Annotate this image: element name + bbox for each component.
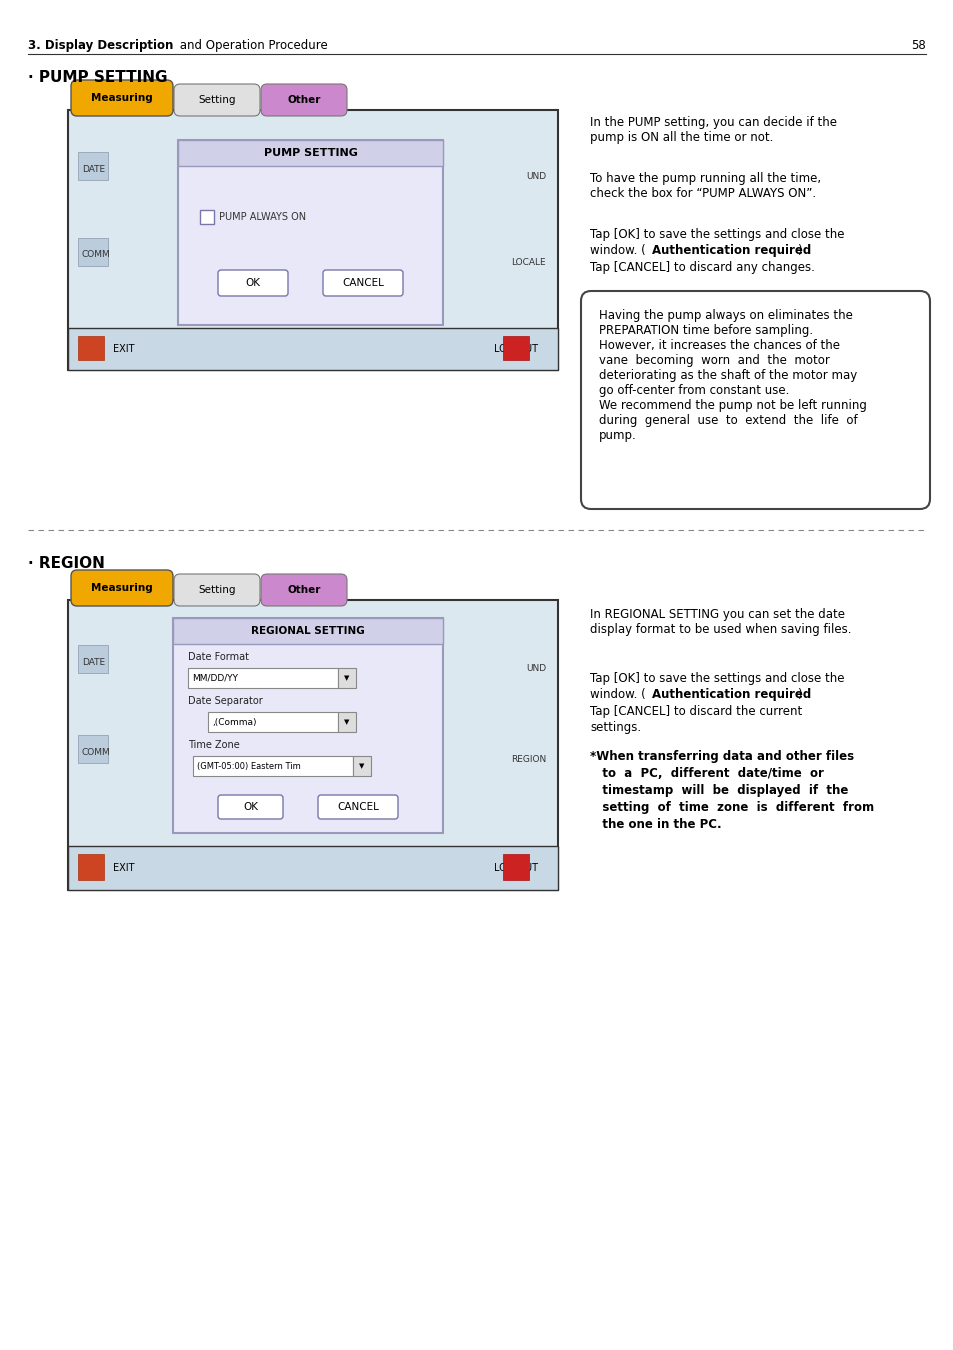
Text: In the PUMP setting, you can decide if the
pump is ON all the time or not.: In the PUMP setting, you can decide if t… — [589, 116, 836, 144]
Bar — [188, 668, 337, 688]
Bar — [193, 756, 353, 776]
Bar — [78, 336, 104, 360]
Text: EXIT: EXIT — [112, 344, 134, 354]
Bar — [337, 711, 355, 732]
Bar — [68, 109, 558, 370]
Bar — [337, 668, 355, 688]
Text: LOG OUT: LOG OUT — [494, 344, 537, 354]
Text: In REGIONAL SETTING you can set the date
display format to be used when saving f: In REGIONAL SETTING you can set the date… — [589, 608, 851, 636]
Text: PUMP ALWAYS ON: PUMP ALWAYS ON — [219, 212, 306, 221]
Bar — [68, 328, 558, 370]
Text: Measuring: Measuring — [91, 583, 152, 593]
Bar — [178, 140, 442, 166]
Text: Other: Other — [287, 585, 320, 595]
Text: COMM: COMM — [82, 748, 111, 757]
Text: the one in the PC.: the one in the PC. — [589, 818, 720, 832]
Text: ): ) — [796, 688, 801, 701]
Text: Having the pump always on eliminates the
PREPARATION time before sampling.
Howev: Having the pump always on eliminates the… — [598, 309, 866, 441]
Text: window. (: window. ( — [589, 244, 645, 256]
Text: DATE: DATE — [82, 165, 105, 174]
Bar — [502, 336, 529, 360]
Text: EXIT: EXIT — [112, 863, 134, 873]
Text: ▼: ▼ — [359, 763, 364, 769]
Text: window. (: window. ( — [589, 688, 645, 701]
Bar — [353, 756, 371, 776]
FancyBboxPatch shape — [218, 270, 288, 296]
Text: 58: 58 — [910, 39, 925, 53]
Text: PUMP SETTING: PUMP SETTING — [263, 148, 357, 158]
Text: *When transferring data and other files: *When transferring data and other files — [589, 751, 853, 763]
FancyBboxPatch shape — [580, 292, 929, 509]
Text: timestamp  will  be  displayed  if  the: timestamp will be displayed if the — [589, 784, 847, 796]
Text: COMM: COMM — [82, 250, 111, 259]
Bar — [78, 238, 108, 266]
FancyBboxPatch shape — [173, 84, 260, 116]
Text: Tap [OK] to save the settings and close the: Tap [OK] to save the settings and close … — [589, 228, 843, 242]
Text: ▼: ▼ — [344, 720, 350, 725]
Bar — [68, 846, 558, 890]
Bar — [78, 153, 108, 180]
Text: Other: Other — [287, 95, 320, 105]
FancyBboxPatch shape — [323, 270, 402, 296]
Text: REGION: REGION — [510, 755, 545, 764]
Text: Authentication required: Authentication required — [651, 688, 810, 701]
Text: 3. Display Description: 3. Display Description — [28, 39, 173, 53]
Text: ): ) — [796, 244, 801, 256]
FancyBboxPatch shape — [261, 574, 347, 606]
Bar — [78, 645, 108, 674]
Text: ,(Comma): ,(Comma) — [212, 717, 256, 726]
Bar — [78, 734, 108, 763]
Text: LOG OUT: LOG OUT — [494, 863, 537, 873]
Text: Time Zone: Time Zone — [188, 740, 239, 751]
Text: setting  of  time  zone  is  different  from: setting of time zone is different from — [589, 801, 873, 814]
Text: UND: UND — [525, 664, 545, 674]
Bar — [502, 855, 529, 880]
Text: (GMT-05:00) Eastern Tim: (GMT-05:00) Eastern Tim — [196, 761, 300, 771]
Text: REGIONAL SETTING: REGIONAL SETTING — [251, 626, 364, 636]
Text: settings.: settings. — [589, 721, 640, 734]
Text: LOCALE: LOCALE — [511, 258, 545, 267]
Text: To have the pump running all the time,
check the box for “PUMP ALWAYS ON”.: To have the pump running all the time, c… — [589, 171, 821, 200]
Text: CANCEL: CANCEL — [336, 802, 378, 811]
Text: Date Format: Date Format — [188, 652, 249, 662]
Text: DATE: DATE — [82, 657, 105, 667]
Text: Date Separator: Date Separator — [188, 697, 262, 706]
FancyBboxPatch shape — [71, 570, 172, 606]
Text: Tap [CANCEL] to discard any changes.: Tap [CANCEL] to discard any changes. — [589, 261, 814, 274]
FancyBboxPatch shape — [218, 795, 283, 819]
Bar — [68, 599, 558, 890]
Bar — [78, 855, 104, 880]
Text: OK: OK — [245, 278, 260, 288]
Bar — [172, 618, 442, 644]
Text: CANCEL: CANCEL — [342, 278, 383, 288]
Bar — [172, 618, 442, 833]
Text: · REGION: · REGION — [28, 556, 105, 571]
Bar — [200, 211, 213, 224]
Text: Setting: Setting — [198, 95, 235, 105]
FancyBboxPatch shape — [317, 795, 397, 819]
Text: and Operation Procedure: and Operation Procedure — [175, 39, 328, 53]
Text: ▼: ▼ — [344, 675, 350, 680]
Text: Setting: Setting — [198, 585, 235, 595]
Text: OK: OK — [243, 802, 257, 811]
Text: UND: UND — [525, 171, 545, 181]
Text: Measuring: Measuring — [91, 93, 152, 103]
Text: · PUMP SETTING: · PUMP SETTING — [28, 70, 168, 85]
Text: MM/DD/YY: MM/DD/YY — [192, 674, 237, 683]
Text: Tap [OK] to save the settings and close the: Tap [OK] to save the settings and close … — [589, 672, 843, 684]
Text: Authentication required: Authentication required — [651, 244, 810, 256]
Bar — [178, 140, 442, 325]
FancyBboxPatch shape — [261, 84, 347, 116]
FancyBboxPatch shape — [71, 80, 172, 116]
Text: to  a  PC,  different  date/time  or: to a PC, different date/time or — [589, 767, 823, 780]
Bar — [208, 711, 337, 732]
FancyBboxPatch shape — [173, 574, 260, 606]
Text: Tap [CANCEL] to discard the current: Tap [CANCEL] to discard the current — [589, 705, 801, 718]
